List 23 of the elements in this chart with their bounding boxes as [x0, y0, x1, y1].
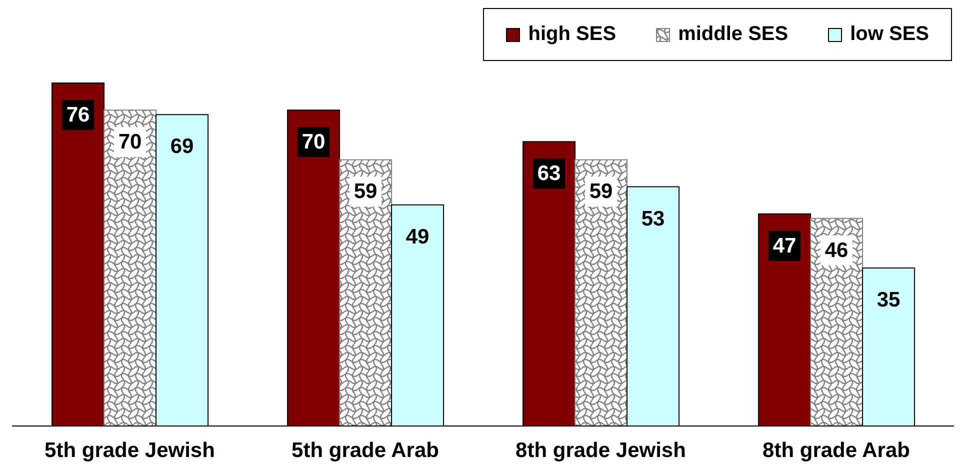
bar — [339, 159, 392, 426]
bar — [574, 159, 628, 426]
data-label: 53 — [641, 207, 665, 230]
data-label: 47 — [772, 234, 796, 258]
data-label: 76 — [66, 104, 90, 126]
data-label: 59 — [354, 180, 378, 204]
data-label: 59 — [589, 180, 613, 204]
x-tick-label: 8th grade Jewish — [516, 438, 686, 462]
legend-label: middle SES — [678, 23, 788, 46]
bar — [810, 218, 864, 426]
x-tick-label: 5th grade Jewish — [44, 438, 215, 462]
legend-label: low SES — [850, 23, 929, 46]
data-label: 49 — [406, 225, 430, 248]
data-label: 70 — [302, 130, 326, 154]
data-label: 69 — [170, 135, 194, 158]
data-label: 35 — [876, 288, 901, 312]
data-label: 70 — [118, 130, 142, 154]
bar — [104, 110, 157, 426]
legend-label: high SES — [528, 23, 616, 46]
data-label: 63 — [537, 162, 561, 186]
x-tick-label: 5th grade Arab — [292, 438, 439, 462]
x-tick-label: 8th grade Arab — [762, 438, 910, 462]
data-label: 46 — [824, 238, 848, 262]
